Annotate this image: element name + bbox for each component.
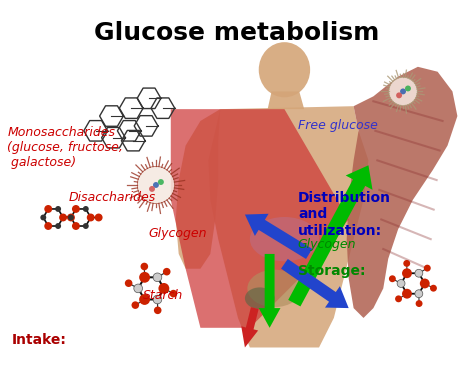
Circle shape bbox=[402, 268, 412, 278]
Circle shape bbox=[153, 295, 162, 304]
Circle shape bbox=[72, 205, 80, 213]
Circle shape bbox=[397, 280, 405, 287]
Circle shape bbox=[396, 92, 402, 98]
Ellipse shape bbox=[250, 217, 319, 261]
FancyArrow shape bbox=[245, 214, 312, 259]
Text: Disaccharides: Disaccharides bbox=[68, 191, 155, 204]
FancyArrow shape bbox=[288, 165, 373, 307]
Circle shape bbox=[72, 222, 80, 230]
Circle shape bbox=[153, 182, 159, 188]
Circle shape bbox=[389, 275, 396, 282]
Text: Starch: Starch bbox=[143, 289, 183, 302]
Text: Distribution
and
utilization:: Distribution and utilization: bbox=[298, 191, 391, 238]
Polygon shape bbox=[171, 109, 349, 328]
Polygon shape bbox=[209, 106, 368, 347]
Circle shape bbox=[131, 301, 139, 309]
Circle shape bbox=[139, 294, 150, 305]
Circle shape bbox=[140, 263, 148, 270]
FancyArrow shape bbox=[259, 254, 281, 328]
Circle shape bbox=[44, 222, 52, 230]
Circle shape bbox=[415, 290, 423, 298]
Circle shape bbox=[153, 273, 162, 282]
Circle shape bbox=[158, 283, 169, 294]
Circle shape bbox=[415, 269, 423, 277]
FancyArrow shape bbox=[241, 307, 259, 347]
Circle shape bbox=[402, 289, 412, 299]
Text: Glycogen: Glycogen bbox=[298, 238, 356, 251]
Circle shape bbox=[87, 213, 95, 222]
Circle shape bbox=[400, 88, 406, 94]
Circle shape bbox=[68, 215, 74, 220]
Circle shape bbox=[67, 213, 75, 222]
Circle shape bbox=[405, 85, 411, 91]
Polygon shape bbox=[268, 91, 304, 109]
Polygon shape bbox=[346, 67, 457, 318]
Text: Glucose metabolism: Glucose metabolism bbox=[94, 21, 380, 45]
Circle shape bbox=[139, 272, 150, 283]
Text: Intake:: Intake: bbox=[12, 333, 67, 347]
Circle shape bbox=[149, 186, 155, 192]
Circle shape bbox=[395, 296, 402, 302]
Circle shape bbox=[40, 215, 46, 220]
Circle shape bbox=[55, 223, 61, 229]
Circle shape bbox=[163, 268, 171, 276]
Circle shape bbox=[59, 213, 67, 222]
Circle shape bbox=[83, 223, 89, 229]
Polygon shape bbox=[176, 109, 220, 269]
Circle shape bbox=[424, 265, 431, 272]
Circle shape bbox=[403, 260, 410, 267]
Circle shape bbox=[95, 213, 102, 222]
Circle shape bbox=[125, 279, 132, 287]
Circle shape bbox=[137, 166, 174, 204]
Circle shape bbox=[430, 285, 437, 292]
Circle shape bbox=[158, 179, 164, 185]
Text: Free glucose: Free glucose bbox=[298, 119, 378, 132]
Circle shape bbox=[55, 206, 61, 212]
Ellipse shape bbox=[259, 42, 310, 97]
FancyArrow shape bbox=[281, 259, 349, 308]
Circle shape bbox=[389, 77, 417, 106]
Circle shape bbox=[44, 205, 52, 213]
Circle shape bbox=[154, 307, 162, 314]
Circle shape bbox=[170, 290, 177, 297]
Text: Monosaccharides
(glucose, fructose,
 galactose): Monosaccharides (glucose, fructose, gala… bbox=[8, 126, 123, 169]
Ellipse shape bbox=[245, 287, 274, 309]
Ellipse shape bbox=[247, 270, 302, 307]
Circle shape bbox=[420, 279, 430, 289]
Circle shape bbox=[134, 284, 143, 293]
Text: Storage:: Storage: bbox=[298, 264, 365, 278]
Text: Glycogen: Glycogen bbox=[148, 227, 207, 241]
Circle shape bbox=[416, 300, 422, 307]
Circle shape bbox=[83, 206, 89, 212]
